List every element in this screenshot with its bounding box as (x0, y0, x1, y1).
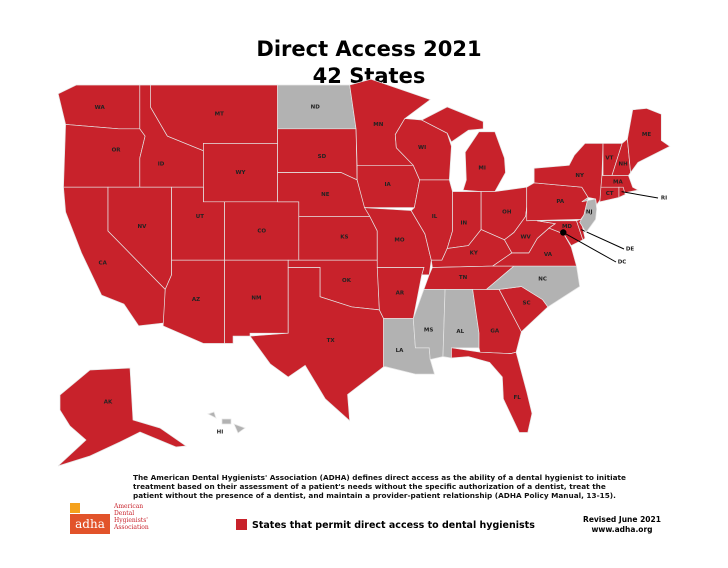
state-label: ME (642, 132, 651, 138)
title: Direct Access 2021 (256, 37, 481, 61)
state-label: NM (251, 296, 261, 302)
legend-swatch (236, 519, 247, 530)
state-label: AL (456, 329, 464, 335)
state (451, 347, 533, 433)
state (627, 108, 671, 174)
state (298, 216, 378, 261)
definition-line: The American Dental Hygienists' Associat… (133, 473, 626, 482)
state-label: OR (112, 148, 122, 154)
state-label: SD (318, 154, 327, 160)
state-label: GA (490, 329, 500, 335)
state-label: SC (522, 300, 530, 306)
state-label: VT (605, 156, 613, 162)
state-label: WV (520, 234, 531, 240)
state-label: ID (158, 161, 165, 167)
state-label: DE (626, 247, 635, 253)
state-label: VA (544, 252, 553, 258)
state-label: MI (478, 166, 486, 172)
callout (621, 191, 659, 199)
state-label: MA (613, 180, 623, 186)
state-label: IA (385, 182, 392, 188)
logo-line: Association (113, 524, 149, 531)
state-label: RI (661, 196, 667, 202)
state (442, 289, 480, 359)
state-label: MN (373, 122, 383, 128)
state-label: NJ (586, 210, 593, 216)
states: WA OR CA ID NV MT WY UT AZ CO NM ND SD NE KS OK TX MN IA MO… (57, 78, 671, 467)
callout (581, 229, 625, 250)
state-label: UT (196, 214, 204, 220)
state (618, 186, 626, 198)
state (576, 218, 586, 241)
state-label: KS (340, 234, 348, 240)
state (249, 267, 384, 422)
state-label: MO (394, 237, 404, 243)
website: www.adha.org (591, 525, 652, 534)
logo-line: American (113, 503, 143, 510)
logo-line: Dental (114, 510, 134, 517)
logo-mark: adha (75, 517, 105, 531)
state-label: NY (575, 173, 585, 179)
state (420, 106, 484, 143)
state-label: IL (432, 214, 438, 220)
state-label: OK (342, 278, 352, 284)
state (207, 411, 217, 419)
state-label: NV (137, 224, 147, 230)
state-label: MS (424, 327, 433, 333)
state (57, 367, 187, 467)
state-label: AK (104, 400, 113, 406)
state (233, 423, 246, 434)
state-label: IN (460, 220, 467, 226)
state-label: FL (514, 395, 522, 401)
state (412, 289, 446, 360)
definition: The American Dental Hygienists' Associat… (133, 473, 626, 500)
state-label: NC (538, 277, 547, 283)
state-label: CT (606, 191, 614, 197)
state (224, 259, 289, 344)
state-label: ND (311, 104, 321, 110)
state-label: MT (215, 112, 224, 118)
callout (563, 232, 617, 263)
state-label: NE (321, 192, 330, 198)
state-label: MD (562, 224, 572, 230)
state-label: WI (418, 145, 426, 151)
state-label: CO (257, 229, 266, 235)
state-label: DC (618, 260, 627, 266)
logo: adha American Dental Hygienists' Associa… (70, 503, 149, 534)
state (221, 418, 232, 425)
state-label: LA (396, 348, 405, 354)
state-label: WY (235, 170, 246, 176)
definition-line: treatment based on their assessment of a… (133, 482, 606, 491)
state-label: CA (99, 261, 108, 267)
state (63, 124, 146, 188)
legend-label: States that permit direct access to dent… (252, 520, 535, 531)
state-label: KY (470, 250, 479, 256)
state-label: WA (95, 105, 106, 111)
revised: Revised June 2021 (583, 515, 661, 524)
state (611, 138, 631, 178)
logo-line: Hygienists' (114, 517, 148, 524)
state-label: AR (396, 290, 405, 296)
state-label: PA (556, 199, 565, 205)
definition-line: patient without the presence of a dentis… (133, 491, 616, 500)
state-label: HI (217, 430, 224, 436)
state-label: AZ (192, 297, 200, 303)
state-label: OH (502, 210, 512, 216)
logo-block (70, 514, 110, 534)
state-label: NH (619, 161, 629, 167)
logo-square (70, 503, 80, 513)
state-label: TX (327, 338, 336, 344)
state-label: TN (459, 275, 468, 281)
